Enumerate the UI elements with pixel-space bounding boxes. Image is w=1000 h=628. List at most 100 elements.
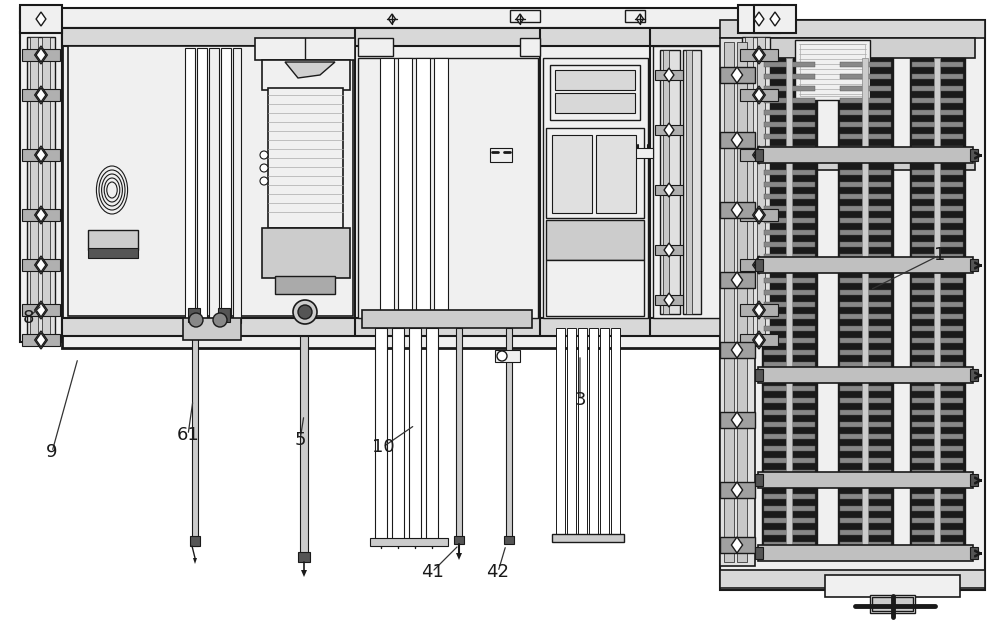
Polygon shape (731, 412, 743, 428)
Bar (567, 328, 576, 538)
Bar (862, 58, 868, 553)
Bar (764, 194, 815, 199)
Polygon shape (731, 67, 743, 83)
Bar (840, 86, 891, 91)
Bar (764, 386, 815, 391)
Bar (764, 482, 815, 487)
Bar (912, 386, 963, 391)
Bar (755, 259, 763, 271)
Bar (764, 278, 815, 283)
Bar (520, 38, 540, 56)
Bar (970, 474, 978, 486)
Bar (88, 230, 138, 250)
Bar (611, 328, 620, 538)
Bar (840, 326, 891, 331)
Bar (755, 369, 763, 381)
Bar (840, 158, 891, 163)
Bar (62, 318, 742, 336)
Bar (426, 328, 438, 543)
Circle shape (213, 313, 227, 327)
Bar (840, 398, 891, 403)
Bar (635, 148, 653, 158)
Bar (912, 98, 963, 103)
Polygon shape (731, 342, 743, 358)
Bar (912, 74, 963, 79)
Polygon shape (664, 293, 674, 307)
Bar (764, 530, 815, 535)
Bar (764, 506, 815, 511)
Bar (912, 362, 963, 367)
Bar (840, 386, 891, 391)
Bar (764, 134, 815, 139)
Bar (912, 194, 963, 199)
Bar (912, 458, 963, 463)
Bar (795, 40, 870, 100)
Polygon shape (35, 206, 47, 224)
Text: 9: 9 (46, 443, 58, 461)
Bar (840, 110, 891, 115)
Bar (970, 369, 978, 381)
Bar (764, 446, 815, 451)
Bar (546, 128, 644, 218)
Bar (764, 266, 815, 271)
Bar (912, 422, 963, 427)
Bar (504, 536, 514, 544)
Bar (912, 518, 963, 523)
Bar (596, 135, 636, 213)
Text: 8: 8 (22, 309, 34, 327)
Bar (556, 328, 565, 538)
Bar (655, 245, 683, 255)
Polygon shape (664, 68, 674, 82)
Bar (720, 342, 755, 358)
Bar (764, 410, 815, 415)
Bar (720, 482, 755, 498)
Polygon shape (731, 482, 743, 498)
Polygon shape (754, 258, 764, 272)
Bar (764, 122, 815, 127)
Bar (720, 272, 755, 288)
Bar (262, 60, 350, 90)
Bar (840, 446, 891, 451)
Bar (22, 149, 60, 161)
Polygon shape (516, 14, 524, 24)
Bar (724, 42, 734, 562)
Bar (740, 149, 778, 161)
Bar (764, 458, 815, 463)
Bar (653, 46, 738, 318)
Bar (912, 482, 963, 487)
Polygon shape (35, 86, 47, 104)
Polygon shape (754, 148, 764, 162)
Bar (434, 58, 448, 318)
Bar (912, 494, 963, 499)
Bar (764, 110, 815, 115)
Bar (495, 350, 520, 362)
Bar (683, 50, 701, 314)
Polygon shape (731, 202, 743, 218)
Bar (870, 595, 915, 613)
Bar (764, 494, 815, 499)
Polygon shape (388, 14, 396, 24)
Bar (660, 50, 680, 314)
Polygon shape (754, 208, 764, 222)
Bar (840, 506, 891, 511)
Polygon shape (637, 14, 644, 24)
Bar (755, 38, 975, 58)
Bar (840, 362, 891, 367)
Bar (912, 278, 963, 283)
Bar (20, 32, 62, 342)
Bar (209, 48, 219, 323)
Bar (546, 260, 644, 316)
Bar (764, 170, 815, 175)
Bar (764, 230, 815, 235)
Bar (840, 278, 891, 283)
Bar (183, 318, 241, 340)
Polygon shape (754, 303, 764, 317)
Polygon shape (664, 183, 674, 197)
Bar (840, 530, 891, 535)
Text: 3: 3 (574, 391, 586, 409)
Bar (840, 206, 891, 211)
Polygon shape (753, 46, 765, 64)
Bar (757, 37, 765, 337)
Bar (840, 254, 891, 259)
Bar (764, 242, 815, 247)
